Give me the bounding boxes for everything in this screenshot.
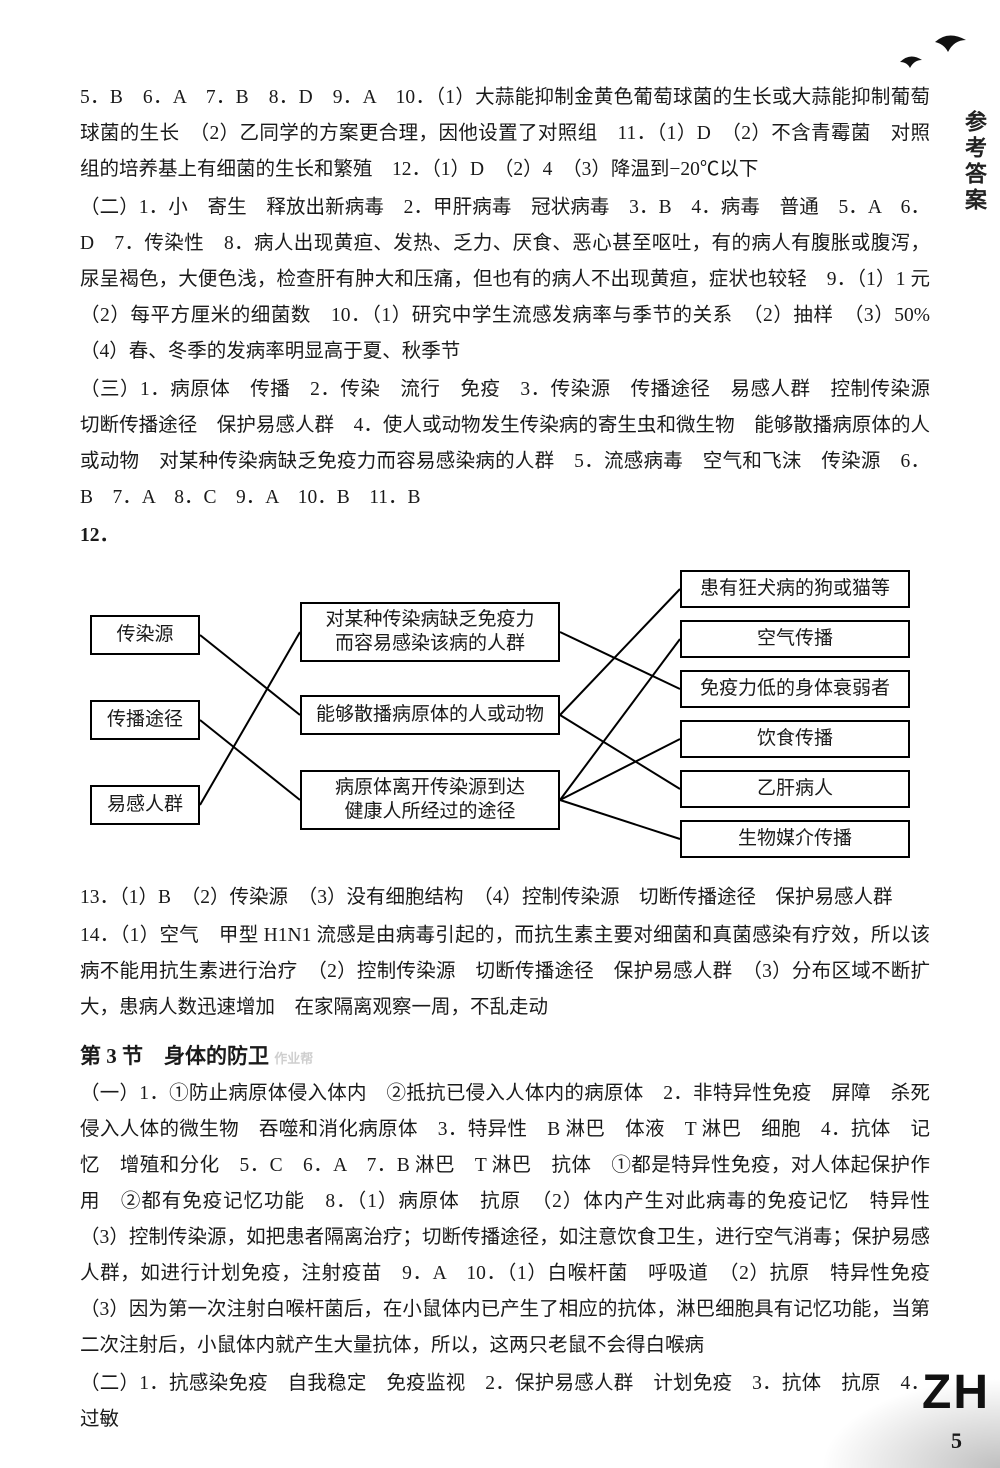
diagram-node-M2: 能够散播病原体的人或动物 [300,695,560,735]
diagram-node-M3: 病原体离开传染源到达健康人所经过的途径 [300,770,560,830]
diagram-edge [560,589,680,715]
diagram-edge [200,635,300,715]
diagram-node-L3: 易感人群 [90,785,200,825]
diagram-edge [560,632,680,689]
diagram-node-R6: 生物媒介传播 [680,820,910,858]
page-root: 参考答案 5．B 6．A 7．B 8．D 9．A 10．（1）大蒜能抑制金黄色葡… [0,0,1000,1468]
page-number: 5 [951,1428,962,1454]
diagram-node-L2: 传播途径 [90,700,200,740]
paragraph-q14: 14．（1）空气 甲型 H1N1 流感是由病毒引起的，而抗生素主要对细菌和真菌感… [80,918,930,1026]
corner-zh-text: ZH [922,1365,990,1420]
diagram-edge [560,739,680,800]
diagram-node-R3: 免疫力低的身体衰弱者 [680,670,910,708]
diagram-node-L1: 传染源 [90,615,200,655]
diagram-node-R1: 患有狂犬病的狗或猫等 [680,570,910,608]
diagram-node-R2: 空气传播 [680,620,910,658]
diagram-node-R4: 饮食传播 [680,720,910,758]
paragraph-block-b: （二）1．小 寄生 释放出新病毒 2．甲肝病毒 冠状病毒 3．B 4．病毒 普通… [80,190,930,370]
diagram-edge [560,715,680,789]
diagram-node-R5: 乙肝病人 [680,770,910,808]
diagram-edge [200,632,300,805]
birds-decoration [890,28,980,93]
section-3-title-text: 第 3 节 身体的防卫 [80,1044,269,1068]
q12-label: 12． [80,518,930,554]
diagram-edge [200,720,300,800]
paragraph-block-c: （三）1．病原体 传播 2．传染 流行 免疫 3．传染源 传播途径 易感人群 控… [80,372,930,516]
section-3-title: 第 3 节 身体的防卫 作业帮 [80,1040,930,1070]
diagram-edge [560,639,680,800]
paragraph-sec3-1: （一）1．①防止病原体侵入体内 ②抵抗已侵入人体内的病原体 2．非特异性免疫 屏… [80,1076,930,1364]
diagram-edge [560,800,680,839]
side-tab-label: 参考答案 [958,110,990,214]
paragraph-q13: 13．（1）B （2）传染源 （3）没有细胞结构 （4）控制传染源 切断传播途径… [80,880,930,916]
q12-diagram: 传染源传播途径易感人群 对某种传染病缺乏免疫力而容易感染该病的人群能够散播病原体的… [80,560,940,870]
paragraph-sec3-2: （二）1．抗感染免疫 自我稳定 免疫监视 2．保护易感人群 计划免疫 3．抗体 … [80,1366,930,1438]
watermark-text: 作业帮 [274,1051,313,1066]
paragraph-block-a: 5．B 6．A 7．B 8．D 9．A 10．（1）大蒜能抑制金黄色葡萄球菌的生… [80,80,930,188]
diagram-node-M1: 对某种传染病缺乏免疫力而容易感染该病的人群 [300,602,560,662]
